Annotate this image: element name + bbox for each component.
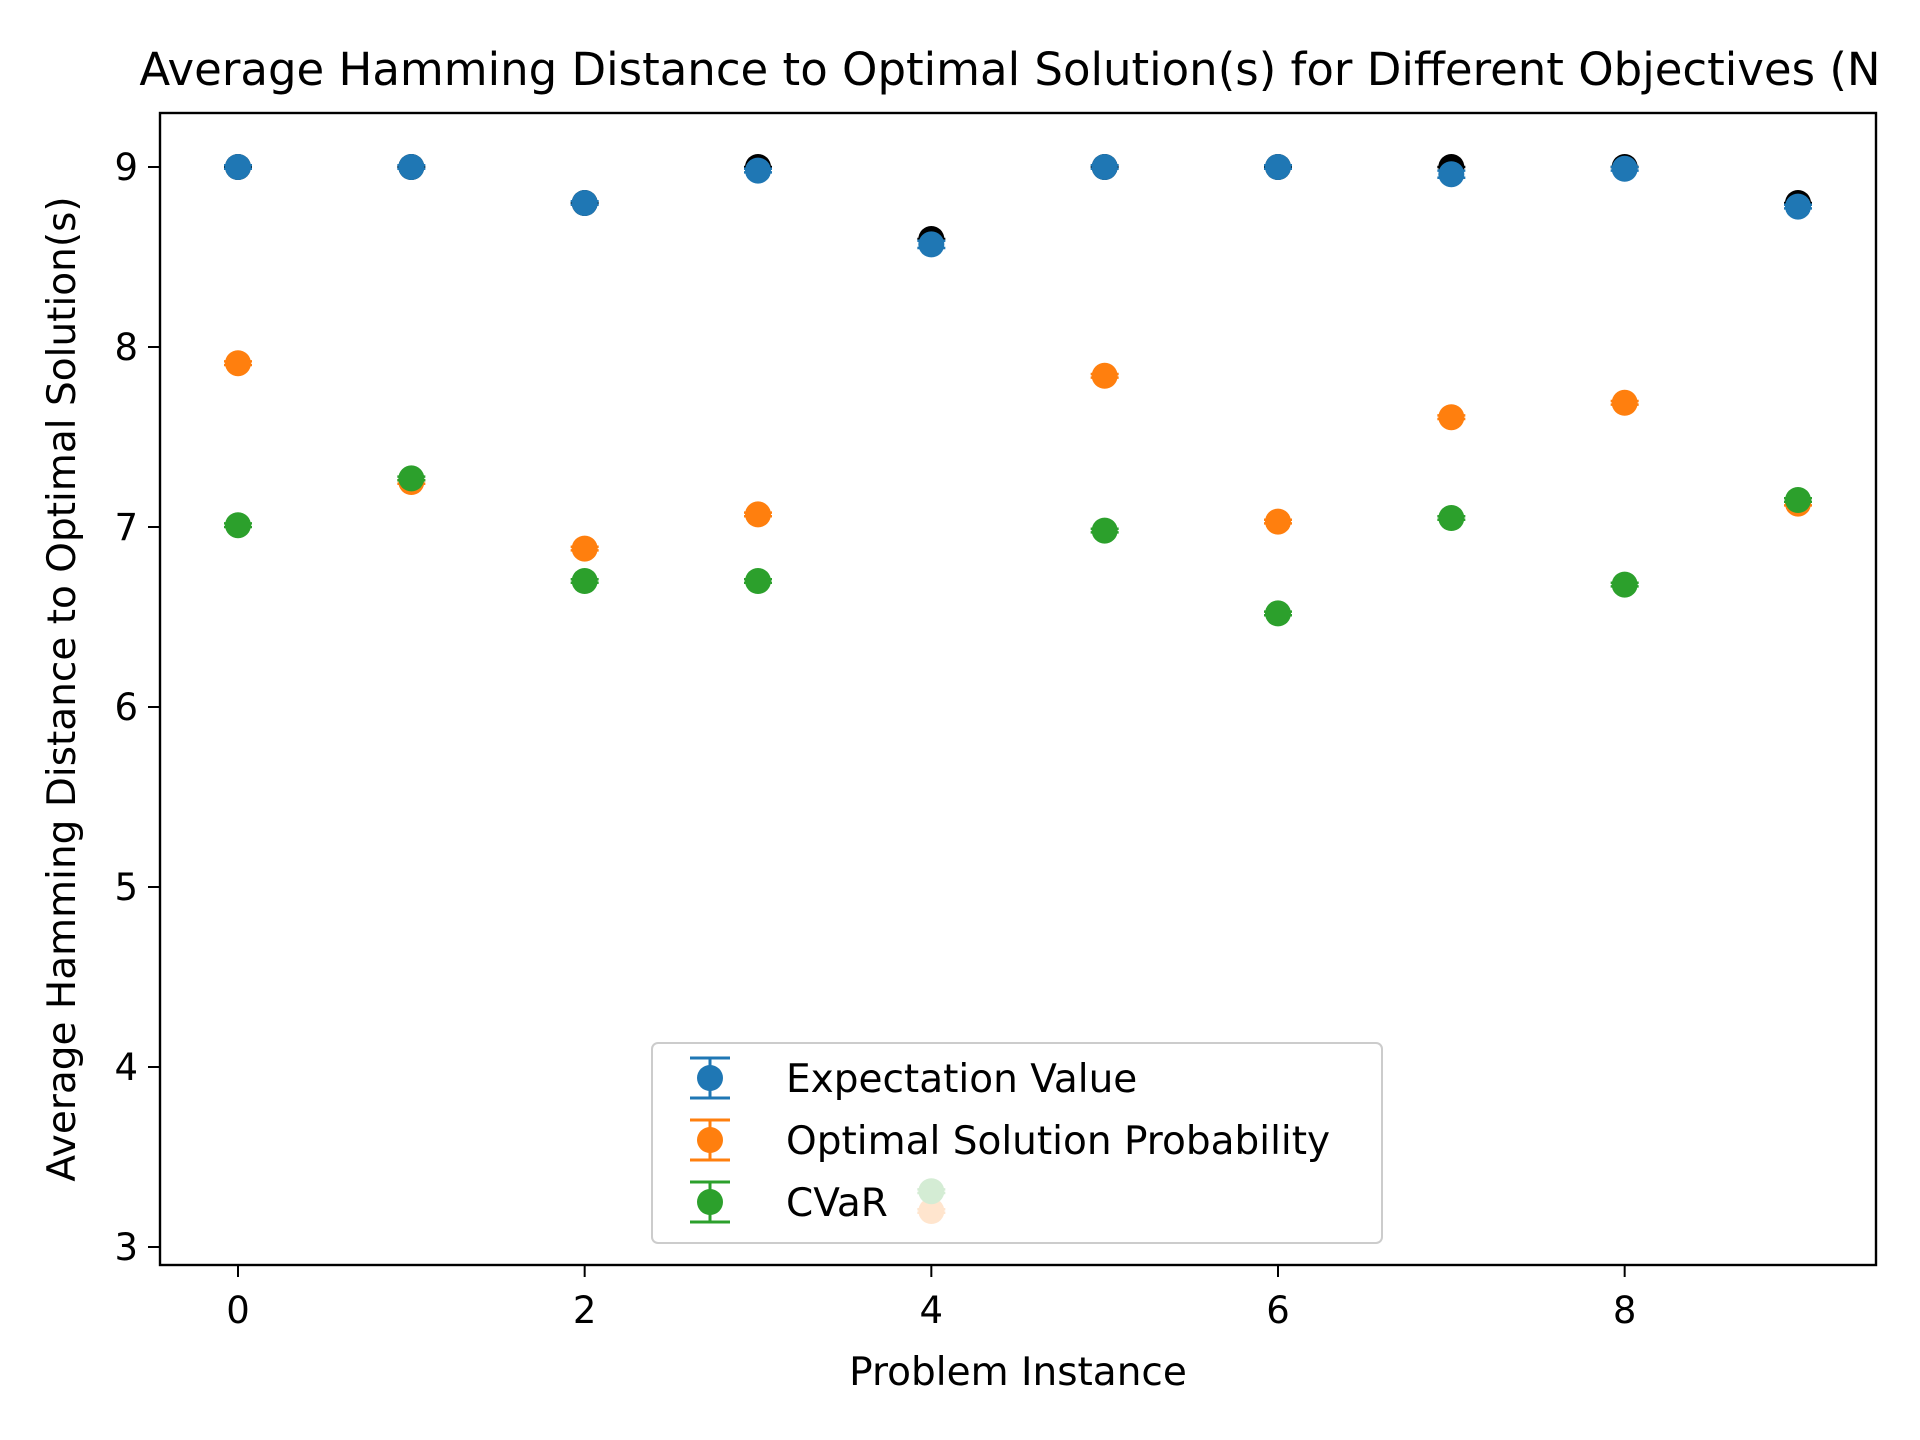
legend-entry-2: Optimal Solution Probability	[690, 1118, 1330, 1164]
x-tick-label: 8	[1613, 1289, 1637, 1332]
data-point	[398, 465, 425, 492]
y-tick-label: 8	[114, 326, 138, 369]
x-tick-label: 2	[573, 1289, 597, 1332]
reference-points	[224, 154, 1812, 252]
x-tick-label: 4	[920, 1289, 944, 1332]
legend: Expectation Value Optimal Solution Probab…	[651, 1042, 1383, 1244]
data-point	[1611, 155, 1638, 182]
x-axis-ticks: 0 2 4 6 8	[226, 1265, 1636, 1332]
data-point	[225, 154, 251, 180]
data-point	[1265, 154, 1291, 180]
y-tick-label: 6	[114, 686, 138, 729]
x-tick-label: 0	[226, 1289, 250, 1332]
series-1-points	[224, 154, 1812, 258]
data-point	[918, 231, 945, 258]
data-point	[1611, 389, 1638, 416]
legend-label: Optimal Solution Probability	[786, 1119, 1330, 1164]
y-tick-label: 3	[114, 1226, 138, 1269]
x-axis-label: Problem Instance	[849, 1350, 1187, 1395]
data-point	[1438, 404, 1465, 431]
legend-entry-1: Expectation Value	[690, 1056, 1137, 1102]
data-point	[1091, 154, 1118, 180]
data-point	[1785, 487, 1811, 513]
legend-label: Expectation Value	[786, 1057, 1137, 1102]
data-point	[571, 535, 598, 562]
plot-area-frame	[158, 111, 1878, 1267]
data-point	[1438, 161, 1465, 188]
data-point	[1611, 571, 1638, 598]
data-point	[1091, 517, 1118, 544]
legend-marker	[697, 1065, 723, 1091]
data-point	[225, 512, 251, 539]
data-point	[1438, 505, 1465, 531]
data-point	[571, 568, 598, 594]
data-point	[225, 350, 251, 377]
data-point	[398, 154, 425, 180]
legend-marker	[697, 1189, 723, 1215]
series-3-points	[224, 465, 1812, 1205]
y-axis-ticks: 3 4 5 6 7 8 9	[114, 146, 160, 1269]
data-point	[745, 157, 771, 184]
y-tick-label: 9	[114, 146, 138, 189]
legend-entry-3: CVaR	[690, 1180, 888, 1226]
data-points	[224, 154, 1812, 1224]
data-point	[1265, 508, 1291, 535]
x-tick-label: 6	[1266, 1289, 1290, 1332]
legend-marker	[697, 1127, 723, 1153]
data-point	[745, 501, 771, 528]
legend-label: CVaR	[786, 1181, 888, 1226]
y-axis-label: Average Hamming Distance to Optimal Solu…	[40, 196, 85, 1181]
y-tick-label: 7	[114, 506, 138, 549]
legend-box	[651, 1042, 1383, 1244]
y-tick-label: 4	[114, 1046, 138, 1089]
data-point	[1265, 600, 1291, 627]
data-point	[1091, 362, 1118, 389]
y-tick-label: 5	[114, 866, 138, 909]
data-point	[745, 568, 771, 594]
chart-title: Average Hamming Distance to Optimal Solu…	[139, 43, 1880, 96]
data-point	[1785, 193, 1811, 220]
data-point	[571, 190, 598, 216]
